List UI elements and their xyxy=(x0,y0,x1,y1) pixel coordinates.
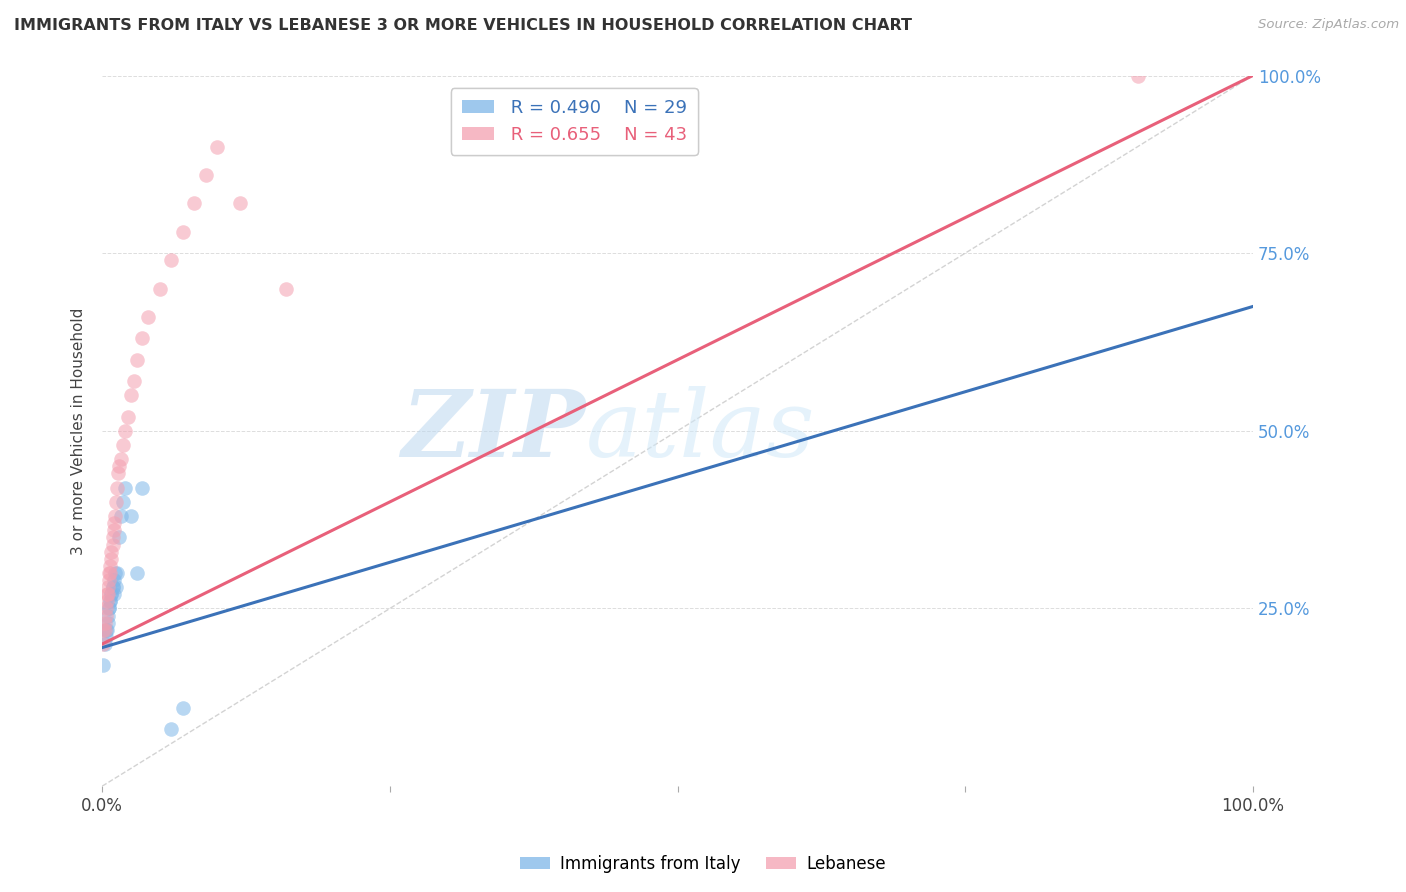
Text: Source: ZipAtlas.com: Source: ZipAtlas.com xyxy=(1258,18,1399,31)
Point xyxy=(97,587,120,601)
Point xyxy=(114,481,136,495)
Point xyxy=(194,168,217,182)
Legend: Immigrants from Italy, Lebanese: Immigrants from Italy, Lebanese xyxy=(513,848,893,880)
Point xyxy=(93,623,115,637)
Point xyxy=(229,196,252,211)
Point xyxy=(103,587,125,601)
Point xyxy=(103,524,125,538)
Point xyxy=(98,566,121,580)
Point xyxy=(98,601,121,615)
Point xyxy=(96,623,118,637)
Point xyxy=(107,467,129,481)
Point xyxy=(110,509,132,524)
Point xyxy=(125,566,148,580)
Point xyxy=(105,566,128,580)
Point xyxy=(108,459,131,474)
Point xyxy=(100,587,122,601)
Point xyxy=(97,608,120,623)
Point xyxy=(93,615,115,630)
Y-axis label: 3 or more Vehicles in Household: 3 or more Vehicles in Household xyxy=(72,307,86,555)
Point xyxy=(98,558,121,573)
Point xyxy=(93,658,115,673)
Point xyxy=(100,551,122,566)
Point xyxy=(103,516,125,531)
Point xyxy=(117,409,139,424)
Point xyxy=(94,601,117,615)
Point xyxy=(101,537,124,551)
Point xyxy=(103,573,125,587)
Point xyxy=(111,438,134,452)
Point xyxy=(136,310,159,325)
Point xyxy=(93,637,115,651)
Point xyxy=(105,481,128,495)
Point xyxy=(98,573,121,587)
Point xyxy=(97,615,120,630)
Point xyxy=(114,424,136,438)
Point xyxy=(96,587,118,601)
Text: atlas: atlas xyxy=(585,386,815,475)
Point xyxy=(108,530,131,544)
Point xyxy=(172,701,194,715)
Point xyxy=(120,388,142,402)
Point xyxy=(93,637,115,651)
Point xyxy=(111,495,134,509)
Point xyxy=(105,580,128,594)
Point xyxy=(101,580,124,594)
Point xyxy=(94,608,117,623)
Point xyxy=(98,566,121,580)
Point xyxy=(149,282,172,296)
Point xyxy=(104,566,127,580)
Point xyxy=(120,509,142,524)
Point xyxy=(172,225,194,239)
Text: ZIP: ZIP xyxy=(401,386,585,475)
Point xyxy=(276,282,298,296)
Point xyxy=(207,139,229,153)
Point xyxy=(98,594,121,608)
Point xyxy=(131,481,153,495)
Point xyxy=(110,452,132,467)
Point xyxy=(183,196,205,211)
Point xyxy=(100,587,122,601)
Point xyxy=(97,580,120,594)
Point xyxy=(94,630,117,644)
Point xyxy=(124,374,146,388)
Point xyxy=(101,580,124,594)
Point xyxy=(105,495,128,509)
Point xyxy=(1126,69,1149,83)
Point xyxy=(104,509,127,524)
Point xyxy=(98,601,121,615)
Point xyxy=(125,352,148,367)
Text: IMMIGRANTS FROM ITALY VS LEBANESE 3 OR MORE VEHICLES IN HOUSEHOLD CORRELATION CH: IMMIGRANTS FROM ITALY VS LEBANESE 3 OR M… xyxy=(14,18,912,33)
Point xyxy=(96,594,118,608)
Point xyxy=(98,594,121,608)
Point xyxy=(131,331,153,345)
Legend:  R = 0.490    N = 29,  R = 0.655    N = 43: R = 0.490 N = 29, R = 0.655 N = 43 xyxy=(451,88,697,155)
Point xyxy=(94,623,117,637)
Point xyxy=(100,544,122,558)
Point xyxy=(160,723,183,737)
Point xyxy=(93,623,115,637)
Point xyxy=(160,253,183,268)
Point xyxy=(101,530,124,544)
